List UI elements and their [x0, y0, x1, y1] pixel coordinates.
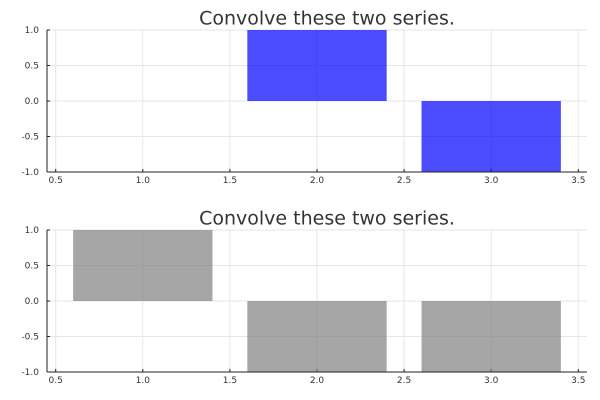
bar: [73, 230, 213, 301]
x-tick-label: 1.0: [136, 176, 151, 186]
x-tick-label: 3.0: [484, 176, 499, 186]
bottom-subplot: Convolve these two series. 0.5 1.0 1.5 2.0 2.…: [21, 208, 587, 386]
x-tick-label: 1.5: [223, 176, 237, 186]
x-tick-label: 2.0: [310, 176, 325, 186]
y-tick-label: 0.5: [25, 62, 39, 72]
y-tick-label: 0.5: [25, 262, 39, 272]
x-tick-label: 0.5: [49, 376, 63, 386]
y-tick-label: -0.5: [21, 133, 39, 143]
x-tick-label: 3.5: [571, 376, 585, 386]
x-tick-label: 1.5: [223, 376, 237, 386]
y-tick-label: -0.5: [21, 333, 39, 343]
y-tick-label: 0.0: [25, 297, 40, 307]
x-tick-label: 2.5: [397, 176, 411, 186]
y-tick-label: 1.0: [25, 26, 40, 36]
top-subplot: Convolve these two series. 0.5 1.0 1.5 2.0 2.…: [21, 8, 587, 186]
x-tick-label: 1.0: [136, 376, 151, 386]
chart-title: Convolve these two series.: [199, 8, 455, 30]
chart-title: Convolve these two series.: [199, 208, 455, 230]
x-tick-label: 3.0: [484, 376, 499, 386]
bar: [247, 301, 387, 372]
y-tick-label: -1.0: [21, 168, 39, 178]
y-tick-label: 0.0: [25, 97, 40, 107]
y-tick-label: 1.0: [25, 226, 40, 236]
x-tick-label: 2.5: [397, 376, 411, 386]
y-tick-label: -1.0: [21, 368, 39, 378]
x-tick-label: 0.5: [49, 176, 63, 186]
x-tick-label: 2.0: [310, 376, 325, 386]
bar: [421, 301, 561, 372]
x-tick-label: 3.5: [571, 176, 585, 186]
bar: [421, 101, 561, 172]
bar: [247, 30, 387, 101]
